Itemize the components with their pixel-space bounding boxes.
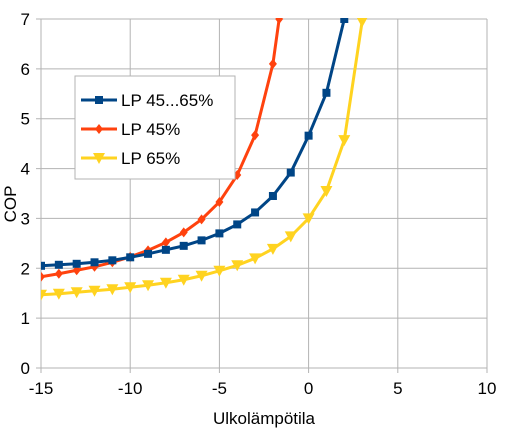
x-tick-label: 10	[478, 379, 497, 398]
y-tick-label: 2	[21, 259, 30, 278]
y-tick-labels: 0 1 2 3 4 5 6 7	[21, 10, 30, 378]
diamond-marker	[268, 58, 277, 69]
diamond-marker	[54, 268, 63, 279]
square-marker	[144, 249, 153, 258]
triangle-marker	[249, 253, 262, 265]
x-tick-label: 0	[304, 379, 313, 398]
triangle-marker	[93, 153, 105, 164]
square-marker	[179, 241, 188, 250]
triangle-marker	[70, 287, 83, 299]
y-axis-title: COP	[1, 186, 20, 223]
y-tick-label: 7	[21, 10, 30, 29]
square-marker	[215, 229, 224, 238]
square-marker	[197, 236, 206, 245]
triangle-marker	[213, 265, 226, 277]
triangle-marker	[106, 284, 119, 296]
legend: LP 45...65% LP 45% LP 65%	[74, 75, 236, 180]
y-tick-label: 5	[21, 110, 30, 129]
x-tick-label: 5	[393, 379, 402, 398]
square-marker	[95, 96, 103, 104]
triangle-marker	[142, 280, 155, 292]
square-marker	[286, 168, 295, 177]
square-marker	[233, 220, 242, 229]
diamond-marker	[161, 237, 170, 248]
triangle-marker	[41, 289, 47, 301]
axes	[36, 19, 487, 373]
square-marker	[41, 261, 45, 270]
x-tick-label: -10	[118, 379, 143, 398]
series-2	[41, 18, 368, 301]
triangle-marker	[338, 135, 351, 147]
square-marker	[72, 259, 81, 268]
triangle-marker	[320, 186, 333, 198]
triangle-marker	[124, 282, 137, 294]
square-marker	[304, 131, 313, 140]
square-marker	[251, 208, 260, 217]
triangle-marker	[284, 231, 297, 243]
square-marker	[322, 88, 331, 97]
y-tick-label: 3	[21, 209, 30, 228]
diamond-marker	[251, 130, 260, 141]
y-tick-label: 0	[21, 359, 30, 378]
x-tick-label: -15	[29, 379, 54, 398]
diamond-marker	[179, 227, 188, 238]
triangle-marker	[88, 285, 101, 297]
square-marker	[161, 245, 170, 254]
triangle-marker	[195, 270, 208, 282]
diamond-marker	[41, 271, 45, 282]
y-tick-label: 6	[21, 60, 30, 79]
y-tick-label: 4	[21, 160, 30, 179]
x-tick-label: -5	[212, 379, 227, 398]
triangle-marker	[231, 260, 244, 272]
square-marker	[126, 253, 135, 262]
gridlines	[36, 18, 488, 373]
diamond-marker	[197, 214, 206, 225]
triangle-marker	[266, 243, 279, 255]
square-marker	[268, 191, 277, 200]
diamond-marker	[275, 18, 284, 24]
triangle-marker	[177, 274, 190, 286]
triangle-marker	[159, 277, 172, 289]
series-0	[41, 18, 349, 270]
diamond-marker	[215, 196, 224, 207]
y-tick-label: 1	[21, 309, 30, 328]
square-marker	[54, 260, 63, 269]
legend-label: LP 45...65%	[121, 91, 213, 110]
diamond-marker	[95, 124, 103, 134]
triangle-marker	[52, 288, 65, 300]
legend-label: LP 65%	[121, 149, 180, 168]
square-marker	[90, 258, 99, 267]
x-tick-labels: -15 -10 -5 0 5 10	[29, 379, 497, 398]
x-axis-title: Ulkolämpötila	[213, 409, 316, 428]
square-marker	[108, 256, 117, 265]
series-group	[41, 18, 368, 301]
legend-label: LP 45%	[121, 120, 180, 139]
square-marker	[340, 18, 349, 23]
triangle-marker	[302, 213, 315, 225]
triangle-marker	[356, 18, 368, 28]
